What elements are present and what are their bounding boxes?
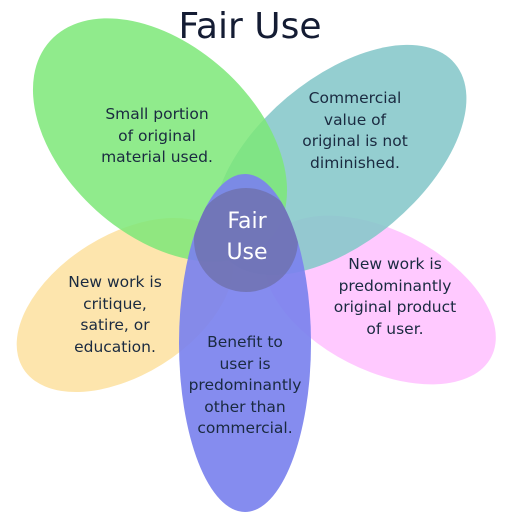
label-line: commercial.: [197, 419, 293, 437]
label-line: Commercial: [308, 89, 402, 107]
label-new-original: New work is predominantly original produ…: [320, 254, 470, 340]
label-line: education.: [74, 337, 156, 356]
label-line: New work is: [68, 273, 162, 291]
label-line: original product: [333, 298, 457, 316]
center-label-line: Use: [226, 240, 268, 265]
label-line: user is: [219, 354, 271, 373]
label-line: satire, or: [80, 316, 150, 334]
center-label: Fair Use: [212, 206, 282, 268]
label-line: predominantly: [188, 376, 302, 394]
label-benefit: Benefit to user is predominantly other t…: [180, 332, 310, 440]
label-line: predominantly: [338, 276, 452, 295]
page-title: Fair Use: [178, 6, 322, 47]
label-line: value of: [323, 110, 387, 129]
label-line: Benefit to: [207, 333, 283, 351]
label-line: other than: [204, 397, 286, 416]
label-line: of user.: [366, 319, 424, 338]
label-commercial-value: Commercial value of original is not dimi…: [285, 88, 425, 174]
label-line: critique,: [83, 294, 147, 313]
center-label-line: Fair: [227, 209, 267, 234]
label-line: New work is: [348, 255, 442, 273]
label-line: diminished.: [310, 153, 400, 172]
center-overlap: [194, 188, 298, 292]
label-line: original is not: [302, 132, 408, 150]
label-small-portion: Small portion of original material used.: [82, 104, 232, 169]
label-line: material used.: [101, 148, 213, 166]
label-line: of original: [118, 126, 196, 145]
label-line: Small portion: [105, 105, 209, 123]
label-critique: New work is critique, satire, or educati…: [45, 272, 185, 358]
